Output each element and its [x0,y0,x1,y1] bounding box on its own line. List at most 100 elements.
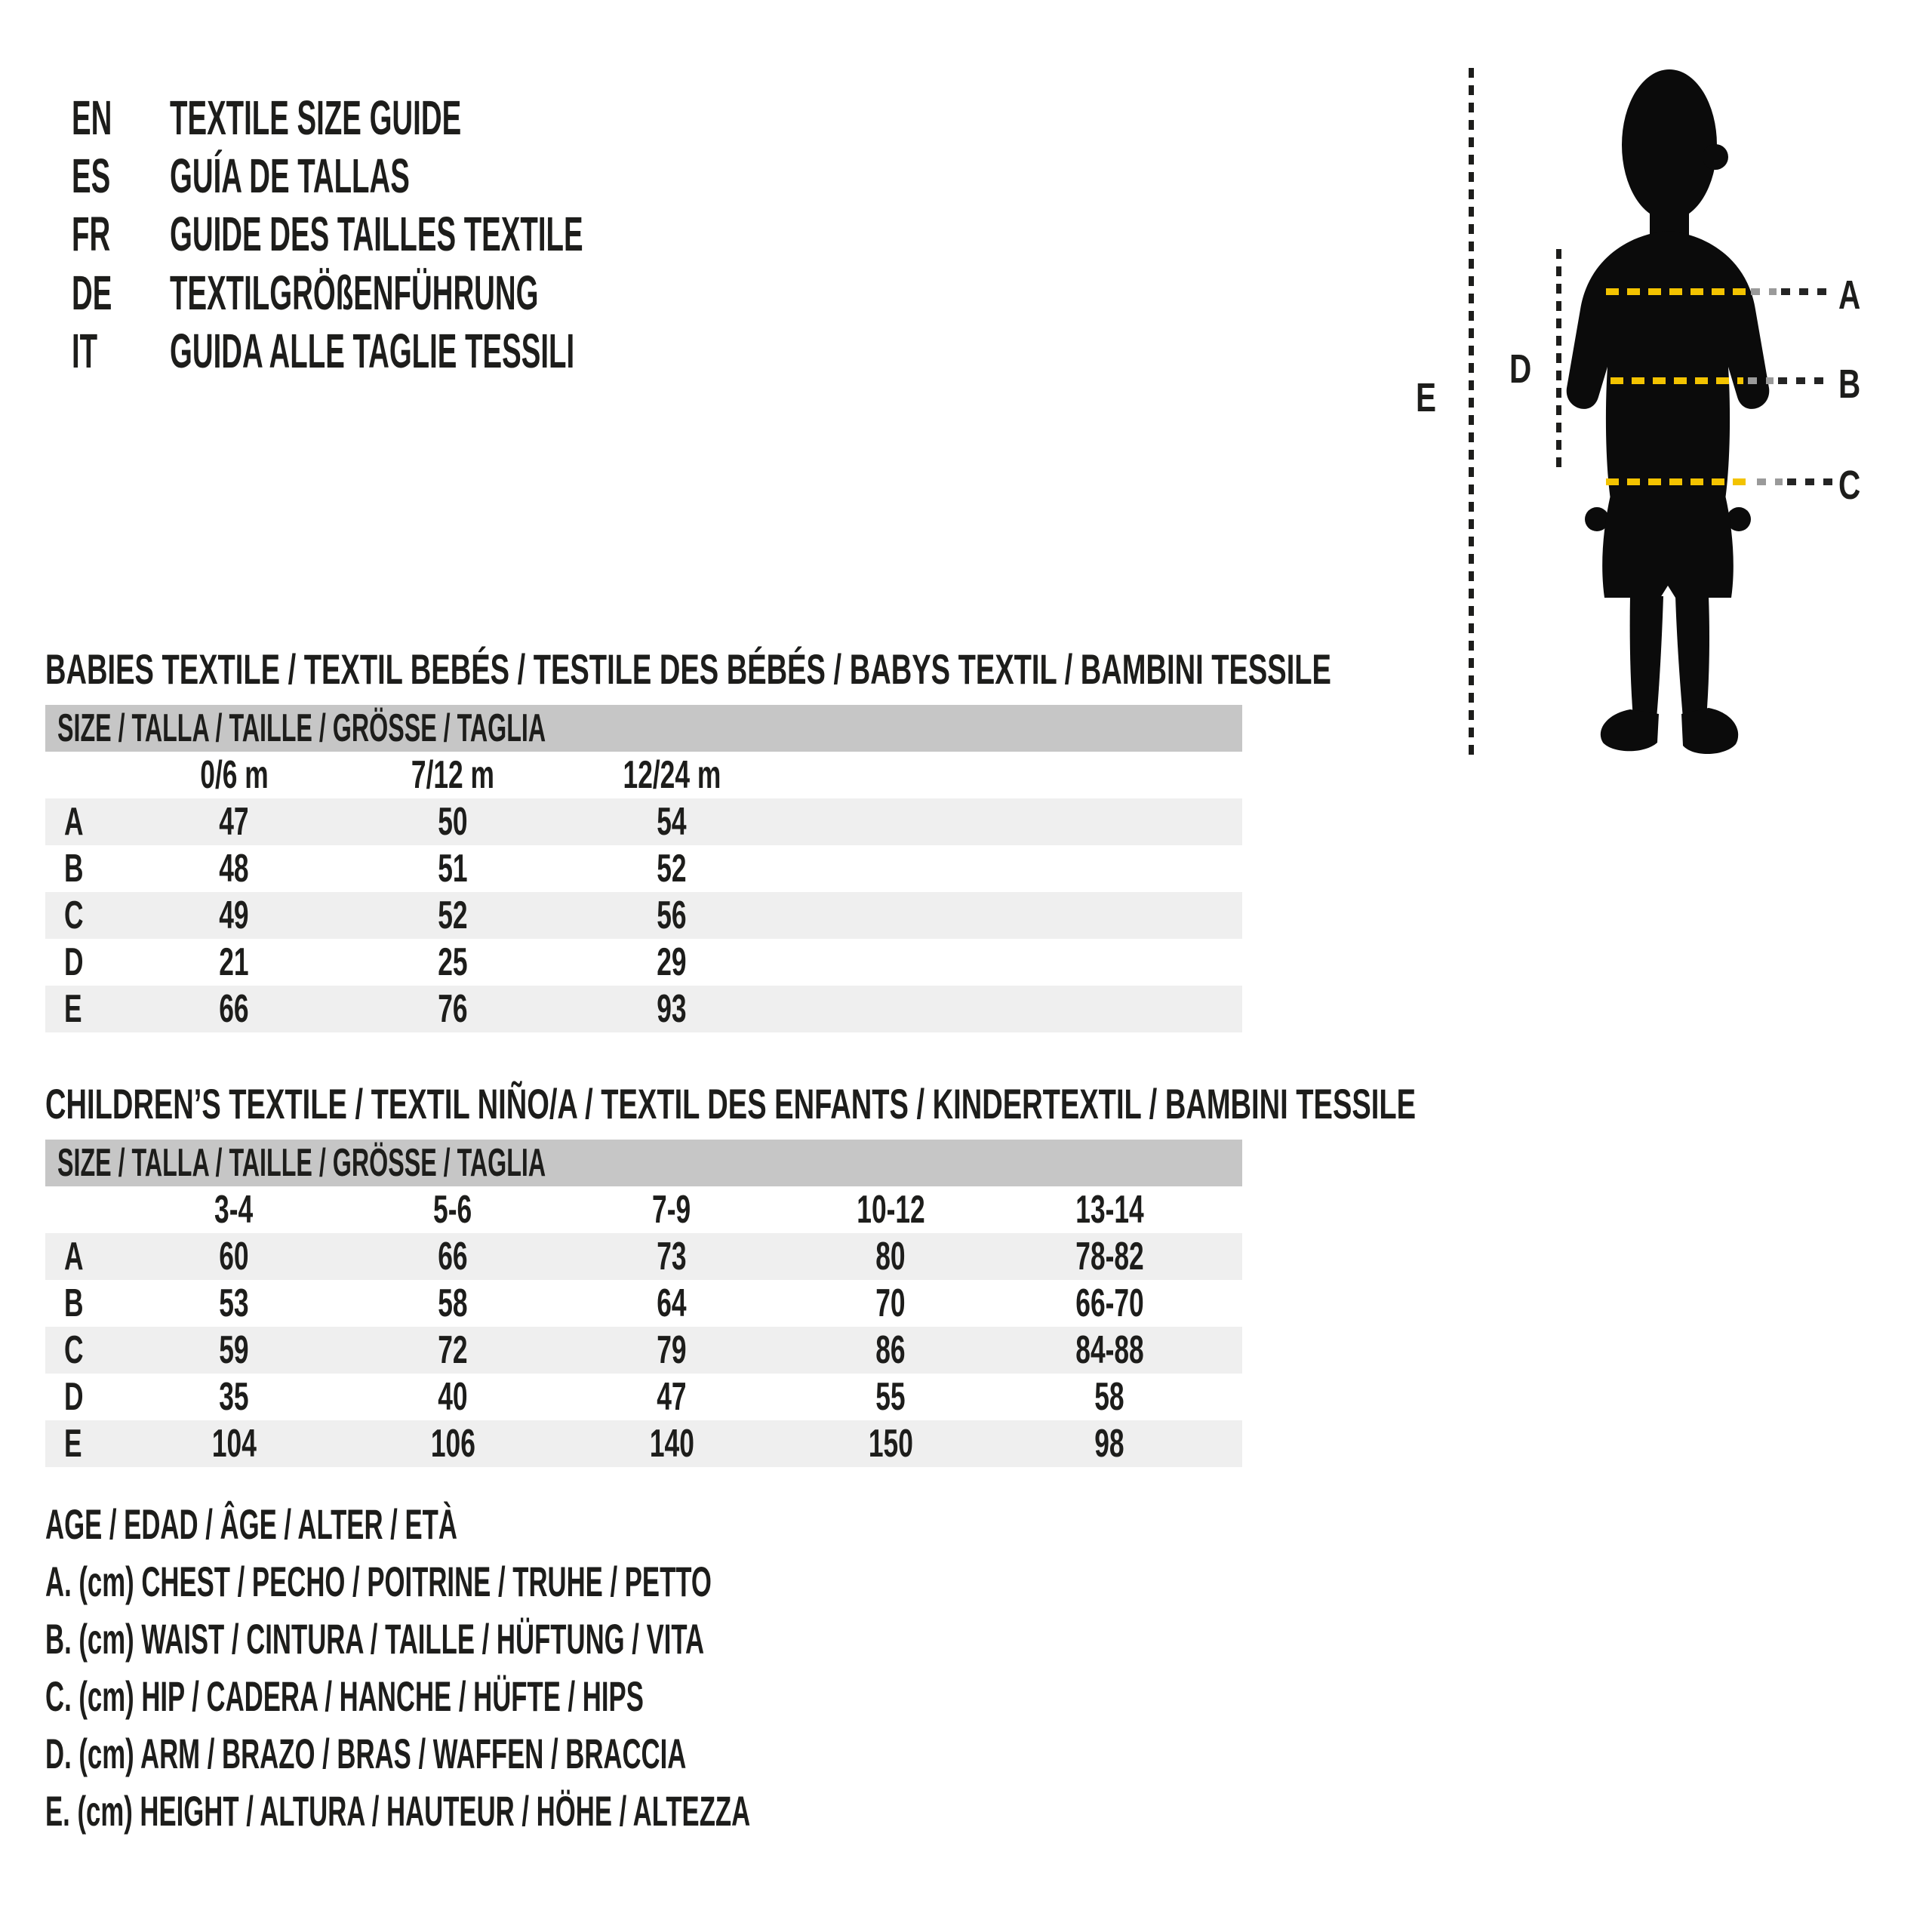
row-label: B [64,847,84,891]
figure-label-d: D [1509,346,1532,392]
cell-value: 64 [657,1281,687,1325]
silhouette-shirt [1566,231,1770,500]
cell-value: 76 [438,987,468,1031]
waist-dash-yellow [1611,377,1743,384]
cell-value: 79 [657,1328,687,1372]
row-label: C [64,1328,84,1372]
cell-value: 73 [657,1235,687,1278]
cell-value: 53 [219,1281,249,1325]
cell-value: 84-88 [1075,1328,1144,1372]
language-title: GUIDE DES TAILLES TEXTILE [170,207,583,261]
measurement-legend: AGE / EDAD / ÂGE / ALTER / ETÀ A. (cm) C… [45,1503,1183,1847]
table-row: D 35 40 47 55 58 [45,1374,1242,1420]
language-code: ES [72,149,111,203]
babies-column-header-row: 0/6 m 7/12 m 12/24 m [45,752,1242,798]
cell-value: 25 [438,940,468,984]
cell-value: 58 [438,1281,468,1325]
children-table-title: CHILDREN’S TEXTILE / TEXTIL NIÑO/A / TEX… [45,1080,1417,1128]
column-header: 5-6 [433,1188,472,1232]
language-title: TEXTILGRÖßENFÜHRUNG [170,266,539,320]
cell-value: 104 [211,1422,257,1466]
silhouette-leg-right [1675,596,1709,718]
column-header: 13-14 [1075,1188,1144,1232]
language-title: GUÍA DE TALLAS [170,149,410,203]
silhouette-shorts [1602,495,1734,598]
table-row: C 59 72 79 86 84-88 [45,1327,1242,1374]
children-size-header-bar: SIZE / TALLA / TAILLE / GRÖSSE / TAGLIA [45,1140,1242,1186]
cell-value: 48 [219,847,249,891]
cell-value: 52 [657,847,687,891]
cell-value: 29 [657,940,687,984]
row-label: A [64,800,84,844]
children-column-header-row: 3-4 5-6 7-9 10-12 13-14 [45,1186,1242,1233]
cell-value: 21 [219,940,249,984]
cell-value: 70 [875,1281,906,1325]
figure-label-b: B [1838,361,1861,407]
arm-measure-line-d [1556,249,1561,469]
babies-table: SIZE / TALLA / TAILLE / GRÖSSE / TAGLIA … [45,705,1242,1032]
figure-label-c: C [1838,463,1861,508]
cell-value: 93 [657,987,687,1031]
silhouette-shoe-right [1681,708,1739,755]
column-header: 12/24 m [623,753,721,797]
cell-value: 60 [219,1235,249,1278]
legend-line-chest: A. (cm) CHEST / PECHO / POITRINE / TRUHE… [45,1558,712,1605]
silhouette-head [1622,69,1717,220]
figure-label-a: A [1838,272,1861,318]
chest-dash-yellow [1606,288,1746,295]
cell-value: 98 [1094,1422,1124,1466]
cell-value: 78-82 [1075,1235,1144,1278]
language-code: IT [72,324,98,378]
cell-value: 51 [438,847,468,891]
cell-value: 150 [868,1422,913,1466]
babies-size-header-bar: SIZE / TALLA / TAILLE / GRÖSSE / TAGLIA [45,705,1242,752]
children-table: SIZE / TALLA / TAILLE / GRÖSSE / TAGLIA … [45,1140,1242,1467]
cell-value: 72 [438,1328,468,1372]
cell-value: 66 [438,1235,468,1278]
table-row: A 47 50 54 [45,798,1242,845]
cell-value: 86 [875,1328,906,1372]
language-code: FR [72,207,111,261]
hip-dash-black [1787,478,1832,485]
table-row: E 66 76 93 [45,986,1242,1032]
legend-line-age: AGE / EDAD / ÂGE / ALTER / ETÀ [45,1500,457,1548]
language-title: TEXTILE SIZE GUIDE [170,91,462,145]
cell-value: 59 [219,1328,249,1372]
cell-value: 55 [875,1375,906,1419]
cell-value: 47 [219,800,249,844]
cell-value: 58 [1094,1375,1124,1419]
table-row: E 104 106 140 150 98 [45,1420,1242,1467]
silhouette-shoe-left [1600,709,1659,752]
language-code: EN [72,91,112,145]
table-row: A 60 66 73 80 78-82 [45,1233,1242,1280]
silhouette-leg-left [1629,596,1663,718]
child-silhouette [1566,69,1770,755]
cell-value: 50 [438,800,468,844]
legend-line-waist: B. (cm) WAIST / CINTURA / TAILLE / HÜFTU… [45,1615,705,1663]
row-label: A [64,1235,84,1278]
figure-label-e: E [1416,375,1437,420]
silhouette-hand-left [1585,507,1609,531]
column-header: 3-4 [214,1188,254,1232]
cell-value: 80 [875,1235,906,1278]
hip-dash-grey [1757,478,1783,485]
waist-dash-grey [1748,377,1774,384]
legend-line-hip: C. (cm) HIP / CADERA / HANCHE / HÜFTE / … [45,1672,644,1720]
column-header: 0/6 m [199,753,269,797]
cell-value: 106 [430,1422,475,1466]
cell-value: 40 [438,1375,468,1419]
table-row: D 21 25 29 [45,939,1242,986]
row-label: D [64,1375,84,1419]
row-label: D [64,940,84,984]
hip-dash-yellow [1606,478,1752,485]
row-label: C [64,894,84,937]
legend-line-height: E. (cm) HEIGHT / ALTURA / HAUTEUR / HÖHE… [45,1787,751,1835]
column-header: 7-9 [652,1188,691,1232]
cell-value: 35 [219,1375,249,1419]
cell-value: 52 [438,894,468,937]
row-label: B [64,1281,84,1325]
table-row: C 49 52 56 [45,892,1242,939]
row-label: E [64,1422,82,1466]
waist-dash-black [1778,377,1832,384]
